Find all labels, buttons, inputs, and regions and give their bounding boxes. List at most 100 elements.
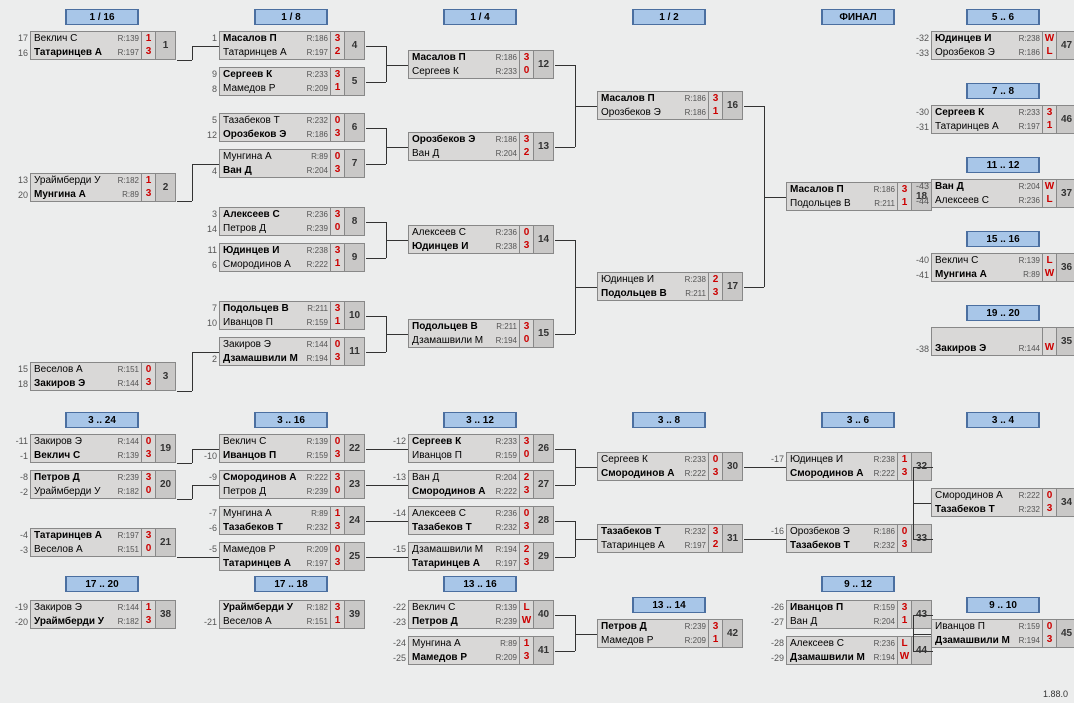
player-row[interactable]: Мунгина АR:89 (931, 267, 1043, 282)
player-row[interactable]: Мунгина АR:89 (219, 506, 331, 521)
player-row[interactable]: Иванцов ПR:159 (219, 315, 331, 330)
player-row[interactable]: Петров ДR:239 (30, 470, 142, 485)
player-row[interactable] (931, 327, 1043, 342)
player-row[interactable]: Орозбеков ЭR:186 (408, 132, 520, 147)
player-row[interactable]: Иванцов ПR:159 (786, 600, 898, 615)
player-row[interactable]: Татаринцев АR:197 (30, 45, 142, 60)
player-row[interactable]: Ван ДR:204 (786, 614, 898, 629)
player-row[interactable]: Тазабеков ТR:232 (408, 520, 520, 535)
player-row[interactable]: Ураймберди УR:182 (30, 614, 142, 629)
player-row[interactable]: Юдинцев ИR:238 (786, 452, 898, 467)
player-row[interactable]: Мунгина АR:89 (30, 187, 142, 202)
player-row[interactable]: Подольцев ВR:211 (408, 319, 520, 334)
player-row[interactable]: Закиров ЭR:144 (219, 337, 331, 352)
player-row[interactable]: Подольцев ВR:211 (597, 286, 709, 301)
player-row[interactable]: Веклич СR:139 (408, 600, 520, 615)
player-row[interactable]: Масалов ПR:186 (597, 91, 709, 106)
player-row[interactable]: Мамедов РR:209 (597, 633, 709, 648)
player-row[interactable]: Закиров ЭR:144 (30, 434, 142, 449)
player-row[interactable]: Мамедов РR:209 (219, 542, 331, 557)
player-row[interactable]: Смородинов АR:222 (786, 466, 898, 481)
player-row[interactable]: Дзамашвили МR:194 (219, 351, 331, 366)
match-number: 7 (345, 149, 365, 178)
player-row[interactable]: Масалов ПR:186 (408, 50, 520, 65)
player-row[interactable]: Петров ДR:239 (219, 484, 331, 499)
player-row[interactable]: Алексеев СR:236 (931, 193, 1043, 208)
player-row[interactable]: Ураймберди УR:182 (30, 173, 142, 188)
player-row[interactable]: Смородинов АR:222 (597, 466, 709, 481)
player-row[interactable]: Татаринцев АR:197 (219, 45, 331, 60)
player-row[interactable]: Алексеев СR:236 (786, 636, 898, 651)
player-row[interactable]: Сергеев КR:233 (408, 434, 520, 449)
player-row[interactable]: Ван ДR:204 (408, 146, 520, 161)
player-row[interactable]: Мамедов РR:209 (408, 650, 520, 665)
player-row[interactable]: Сергеев КR:233 (219, 67, 331, 82)
player-row[interactable]: Мунгина АR:89 (408, 636, 520, 651)
player-row[interactable]: Юдинцев ИR:238 (597, 272, 709, 287)
player-row[interactable]: Дзамашвили МR:194 (786, 650, 898, 665)
player-row[interactable]: Тазабеков ТR:232 (219, 113, 331, 128)
player-row[interactable]: Дзамашвили МR:194 (408, 333, 520, 348)
player-row[interactable]: Орозбеков ЭR:186 (219, 127, 331, 142)
player-row[interactable]: Мунгина АR:89 (219, 149, 331, 164)
player-row[interactable]: Орозбеков ЭR:186 (597, 105, 709, 120)
player-row[interactable]: Закиров ЭR:144 (30, 600, 142, 615)
player-rating: R:159 (874, 603, 897, 612)
player-row[interactable]: Петров ДR:239 (408, 614, 520, 629)
player-row[interactable]: Масалов ПR:186 (219, 31, 331, 46)
player-row[interactable]: Тазабеков ТR:232 (931, 502, 1043, 517)
player-row[interactable]: Веселов АR:151 (30, 362, 142, 377)
player-row[interactable]: Сергеев КR:233 (597, 452, 709, 467)
player-row[interactable]: Веклич СR:139 (931, 253, 1043, 268)
player-row[interactable]: Подольцев ВR:211 (219, 301, 331, 316)
player-row[interactable]: Веклич СR:139 (219, 434, 331, 449)
player-rating: R:197 (118, 48, 141, 57)
player-row[interactable]: Татаринцев АR:197 (408, 556, 520, 571)
player-row[interactable]: Дзамашвили МR:194 (931, 633, 1043, 648)
player-row[interactable]: Алексеев СR:236 (408, 225, 520, 240)
player-row[interactable]: Иванцов ПR:159 (408, 448, 520, 463)
player-row[interactable]: Орозбеков ЭR:186 (931, 45, 1043, 60)
player-row[interactable]: Юдинцев ИR:238 (219, 243, 331, 258)
player-row[interactable]: Орозбеков ЭR:186 (786, 524, 898, 539)
player-row[interactable]: Татаринцев АR:197 (597, 538, 709, 553)
player-row[interactable]: Сергеев КR:233 (931, 105, 1043, 120)
player-row[interactable]: Иванцов ПR:159 (931, 619, 1043, 634)
player-row[interactable]: Алексеев СR:236 (408, 506, 520, 521)
player-row[interactable]: Закиров ЭR:144 (30, 376, 142, 391)
player-row[interactable]: Веселов АR:151 (219, 614, 331, 629)
player-row[interactable]: Мамедов РR:209 (219, 81, 331, 96)
player-row[interactable]: Смородинов АR:222 (219, 470, 331, 485)
player-row[interactable]: Смородинов АR:222 (408, 484, 520, 499)
player-row[interactable]: Юдинцев ИR:238 (408, 239, 520, 254)
player-row[interactable]: Тазабеков ТR:232 (219, 520, 331, 535)
player-row[interactable]: Закиров ЭR:144 (931, 341, 1043, 356)
player-row[interactable]: Ван ДR:204 (219, 163, 331, 178)
match: -22-23Веклич СR:139Петров ДR:239LW40 (408, 600, 552, 630)
player-row[interactable]: Татаринцев АR:197 (219, 556, 331, 571)
player-row[interactable]: Татаринцев АR:197 (30, 528, 142, 543)
player-row[interactable]: Веклич СR:139 (30, 448, 142, 463)
player-row[interactable]: Татаринцев АR:197 (931, 119, 1043, 134)
player-row[interactable]: Иванцов ПR:159 (219, 448, 331, 463)
player-row[interactable]: Подольцев ВR:211 (786, 196, 898, 211)
player-row[interactable]: Алексеев СR:236 (219, 207, 331, 222)
player-row[interactable]: Тазабеков ТR:232 (597, 524, 709, 539)
player-row[interactable]: Ван ДR:204 (931, 179, 1043, 194)
player-row[interactable]: Масалов ПR:186 (786, 182, 898, 197)
player-row[interactable]: Тазабеков ТR:232 (786, 538, 898, 553)
player-row[interactable]: Ван ДR:204 (408, 470, 520, 485)
player-row[interactable]: Веселов АR:151 (30, 542, 142, 557)
player-rating: R:194 (496, 545, 519, 554)
player-row[interactable]: Петров ДR:239 (597, 619, 709, 634)
player-row[interactable]: Сергеев КR:233 (408, 64, 520, 79)
player-row[interactable]: Ураймберди УR:182 (30, 484, 142, 499)
player-row[interactable]: Веклич СR:139 (30, 31, 142, 46)
player-row[interactable]: Ураймберди УR:182 (219, 600, 331, 615)
player-row[interactable]: Петров ДR:239 (219, 221, 331, 236)
seed: -14 (392, 508, 406, 518)
player-row[interactable]: Смородинов АR:222 (219, 257, 331, 272)
player-row[interactable]: Смородинов АR:222 (931, 488, 1043, 503)
player-row[interactable]: Юдинцев ИR:238 (931, 31, 1043, 46)
player-row[interactable]: Дзамашвили МR:194 (408, 542, 520, 557)
